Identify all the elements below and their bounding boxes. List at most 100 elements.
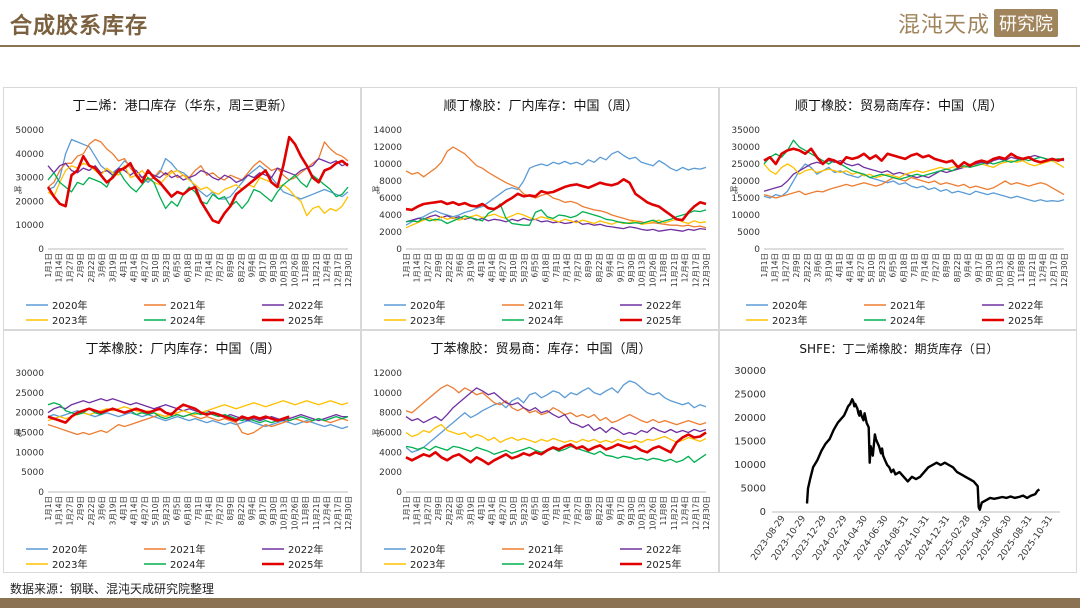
x-tick-label: 10月13日 [638, 253, 647, 287]
legend-label: 2021年 [170, 299, 205, 312]
y-tick-label: 10000 [734, 460, 766, 471]
x-tick-label: 2月22日 [87, 253, 96, 282]
y-tick-label: 25000 [731, 160, 760, 170]
x-tick-label: 9月4日 [606, 496, 615, 521]
y-tick-label: 30000 [734, 366, 766, 377]
x-tick-label: 6月18日 [183, 496, 192, 525]
x-tick-label: 6月18日 [541, 496, 550, 525]
y-tick-label: 0 [38, 488, 44, 498]
x-tick-label: 12月30日 [702, 496, 711, 530]
x-tick-label: 9月30日 [269, 253, 278, 282]
x-tick-label: 12月17日 [1049, 253, 1058, 287]
x-tick-label: 9月17日 [974, 253, 983, 282]
series-line-2021 [47, 138, 349, 188]
x-tick-label: 2月9日 [434, 496, 443, 521]
x-tick-label: 8月9日 [584, 496, 593, 521]
series-line-2022 [47, 157, 349, 184]
y-tick-label: 25000 [734, 390, 766, 401]
y-tick-label: 2000 [379, 468, 402, 478]
brand-logo: 混沌天成 研究院 [898, 8, 1058, 38]
x-tick-label: 3月19日 [824, 253, 833, 282]
x-tick-label: 5月23日 [162, 496, 171, 525]
x-tick-label: 1月27日 [781, 253, 790, 282]
x-tick-label: 4月1日 [477, 253, 486, 278]
chart-panel-br-factory: 顺丁橡胶：厂内库存：中国（周） 0 2000 4000 6000 8000 10000 120… [361, 87, 719, 330]
x-tick-label: 3月19日 [108, 253, 117, 282]
y-tick-label: 0 [760, 507, 766, 518]
x-tick-label: 4月14日 [488, 496, 497, 525]
x-tick-label: 3月6日 [98, 496, 107, 521]
x-tick-label: 3月6日 [98, 253, 107, 278]
legend-label: 2024年 [528, 558, 563, 571]
y-tick-label: 20000 [734, 413, 766, 424]
y-tick-label: 0 [754, 245, 760, 255]
x-tick-label: 8月22日 [953, 253, 962, 282]
x-tick-label: 11月21日 [1028, 253, 1037, 287]
x-tick-label: 9月30日 [627, 496, 636, 525]
series-line-2020 [47, 410, 349, 430]
x-tick-label: 3月19日 [466, 496, 475, 525]
x-tick-label: 1月1日 [402, 496, 411, 521]
x-tick-label: 5月10日 [151, 496, 160, 525]
x-tick-label: 5月10日 [151, 253, 160, 282]
x-tick-label: 11月8日 [301, 253, 310, 282]
legend-label: 2020年 [772, 299, 807, 312]
x-tick-label: 2月22日 [445, 496, 454, 525]
x-tick-label: 5月10日 [509, 496, 518, 525]
y-tick-label: 0 [396, 245, 402, 255]
legend-label: 2022年 [288, 299, 323, 312]
x-tick-label: 8月9日 [584, 253, 593, 278]
legend-label: 2022年 [646, 543, 681, 556]
x-tick-label: 9月4日 [248, 253, 257, 278]
x-tick-label: 10月26日 [1006, 253, 1015, 287]
x-tick-label: 7月14日 [563, 253, 572, 282]
x-tick-label: 12月17日 [691, 253, 700, 287]
x-tick-label: 6月5日 [531, 253, 540, 278]
legend-label: 2025年 [646, 558, 681, 571]
x-tick-label: 12月17日 [333, 496, 342, 530]
chart-title: 丁苯橡胶：贸易商：库存：中国（周） [430, 341, 651, 357]
y-tick-label: 10000 [15, 221, 44, 231]
x-tick-label: 9月17日 [616, 253, 625, 282]
x-tick-label: 4月14日 [488, 253, 497, 282]
y-axis-label: 吨 [730, 185, 738, 195]
x-tick-label: 1月14日 [55, 253, 64, 282]
x-tick-label: 8月22日 [237, 496, 246, 525]
y-tick-label: 0 [396, 488, 402, 498]
x-tick-label: 4月27日 [498, 253, 507, 282]
x-tick-label: 1月14日 [413, 496, 422, 525]
legend-label: 2020年 [410, 299, 445, 312]
legend-label: 2020年 [52, 543, 87, 556]
x-tick-label: 7月14日 [563, 496, 572, 525]
y-axis-label: 吨 [14, 428, 22, 438]
legend-label: 2025年 [1008, 314, 1043, 327]
legend-label: 2022年 [646, 299, 681, 312]
brand-name: 混沌天成 [897, 13, 990, 38]
chart-title: 顺丁橡胶：贸易商库存：中国（周） [795, 98, 1003, 114]
x-tick-label: 2月9日 [76, 496, 85, 521]
chart-title: 顺丁橡胶：厂内库存：中国（周） [443, 98, 638, 114]
x-tick-label: 11月8日 [1017, 253, 1026, 282]
series-line-2024 [405, 445, 707, 463]
footer-bar [0, 598, 1080, 608]
x-tick-label: 7月1日 [552, 253, 561, 278]
x-tick-label: 7月1日 [552, 496, 561, 521]
legend-label: 2023年 [772, 314, 807, 327]
x-tick-label: 5月23日 [162, 253, 171, 282]
y-tick-label: 20000 [15, 409, 44, 419]
x-tick-label: 6月18日 [899, 253, 908, 282]
x-tick-label: 10月13日 [280, 253, 289, 287]
x-tick-label: 2月9日 [792, 253, 801, 278]
y-tick-label: 4000 [379, 448, 402, 458]
page-title: 合成胶系库存 [10, 13, 149, 39]
x-tick-label: 6月5日 [173, 496, 182, 521]
x-tick-label: 4月1日 [119, 496, 128, 521]
legend-label: 2020年 [410, 543, 445, 556]
x-tick-label: 5月23日 [520, 496, 529, 525]
series-line-2021 [405, 146, 707, 229]
x-tick-label: 12月30日 [344, 253, 353, 287]
series-line-2020 [405, 150, 707, 226]
chart-br-trader-inventory: 顺丁橡胶：贸易商库存：中国（周） 0 5000 10000 15000 20000 2500… [730, 98, 1069, 327]
x-tick-label: 6月18日 [183, 253, 192, 282]
chart-panel-sbr-factory: 丁苯橡胶：厂内库存：中国（周） 0 5000 10000 15000 20000 25000… [3, 330, 361, 573]
